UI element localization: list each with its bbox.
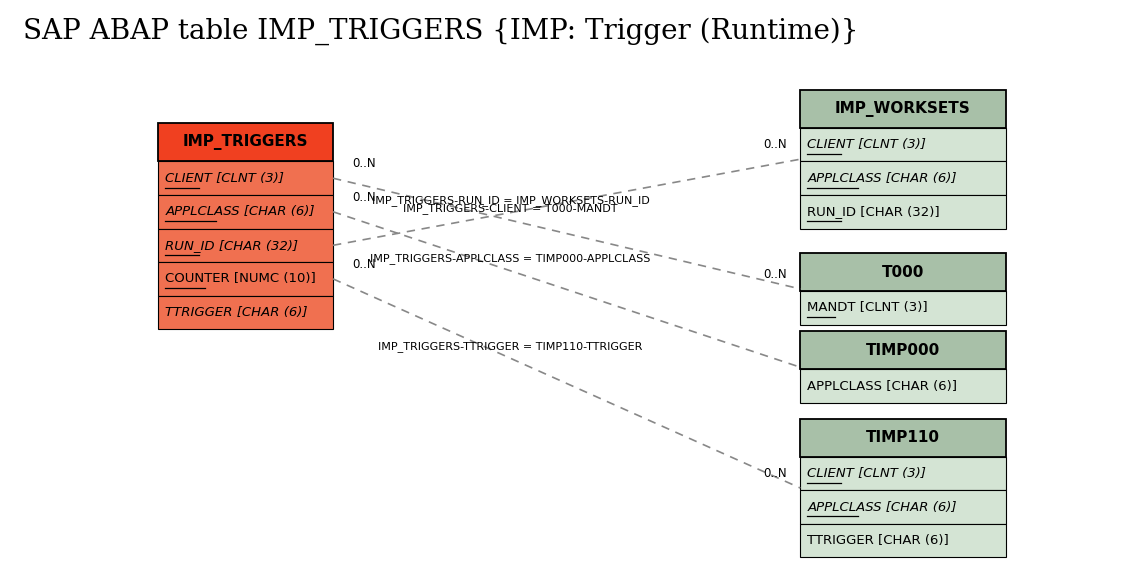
Text: COUNTER [NUMC (10)]: COUNTER [NUMC (10)] — [166, 272, 316, 285]
Bar — [800, 370, 1005, 403]
Text: IMP_TRIGGERS: IMP_TRIGGERS — [183, 134, 309, 150]
Bar — [800, 490, 1005, 524]
Text: 0..N: 0..N — [353, 157, 376, 170]
Text: CLIENT [CLNT (3)]: CLIENT [CLNT (3)] — [807, 138, 926, 151]
Text: APPLCLASS [CHAR (6)]: APPLCLASS [CHAR (6)] — [807, 380, 957, 393]
Text: T000: T000 — [881, 265, 924, 279]
Bar — [800, 90, 1005, 128]
Bar — [158, 296, 334, 329]
Text: RUN_ID [CHAR (32)]: RUN_ID [CHAR (32)] — [166, 239, 299, 252]
Text: APPLCLASS [CHAR (6)]: APPLCLASS [CHAR (6)] — [166, 205, 314, 218]
Text: 0..N: 0..N — [764, 138, 788, 151]
Text: IMP_TRIGGERS-CLIENT = T000-MANDT: IMP_TRIGGERS-CLIENT = T000-MANDT — [403, 203, 618, 214]
Bar — [158, 195, 334, 228]
Bar — [800, 419, 1005, 457]
Text: RUN_ID [CHAR (32)]: RUN_ID [CHAR (32)] — [807, 205, 940, 218]
Bar — [158, 262, 334, 296]
Text: CLIENT [CLNT (3)]: CLIENT [CLNT (3)] — [807, 467, 926, 480]
Bar — [158, 123, 334, 162]
Text: 0..N: 0..N — [353, 191, 376, 204]
Text: TTRIGGER [CHAR (6)]: TTRIGGER [CHAR (6)] — [807, 534, 949, 547]
Bar — [800, 162, 1005, 195]
Text: APPLCLASS [CHAR (6)]: APPLCLASS [CHAR (6)] — [807, 500, 957, 514]
Text: 0..N: 0..N — [764, 467, 788, 480]
Text: IMP_TRIGGERS-TTRIGGER = TIMP110-TTRIGGER: IMP_TRIGGERS-TTRIGGER = TIMP110-TTRIGGER — [379, 340, 642, 352]
Bar — [800, 253, 1005, 291]
Text: APPLCLASS [CHAR (6)]: APPLCLASS [CHAR (6)] — [807, 172, 957, 185]
Bar — [800, 524, 1005, 557]
Bar — [800, 128, 1005, 162]
Text: IMP_TRIGGERS-RUN_ID = IMP_WORKSETS-RUN_ID: IMP_TRIGGERS-RUN_ID = IMP_WORKSETS-RUN_I… — [372, 195, 649, 206]
Text: 0..N: 0..N — [353, 258, 376, 271]
Text: 0..N: 0..N — [764, 268, 788, 281]
Text: IMP_WORKSETS: IMP_WORKSETS — [835, 101, 970, 117]
Bar — [800, 291, 1005, 325]
Text: TIMP000: TIMP000 — [866, 343, 940, 358]
Bar — [800, 457, 1005, 490]
Bar — [158, 162, 334, 195]
Text: CLIENT [CLNT (3)]: CLIENT [CLNT (3)] — [166, 172, 284, 185]
Text: MANDT [CLNT (3)]: MANDT [CLNT (3)] — [807, 302, 928, 314]
Text: IMP_TRIGGERS-APPLCLASS = TIMP000-APPLCLASS: IMP_TRIGGERS-APPLCLASS = TIMP000-APPLCLA… — [371, 253, 650, 264]
Text: TTRIGGER [CHAR (6)]: TTRIGGER [CHAR (6)] — [166, 306, 308, 319]
Text: SAP ABAP table IMP_TRIGGERS {IMP: Trigger (Runtime)}: SAP ABAP table IMP_TRIGGERS {IMP: Trigge… — [23, 17, 858, 45]
Bar — [800, 331, 1005, 370]
Bar — [158, 228, 334, 262]
Text: TIMP110: TIMP110 — [866, 430, 940, 445]
Bar — [800, 195, 1005, 228]
